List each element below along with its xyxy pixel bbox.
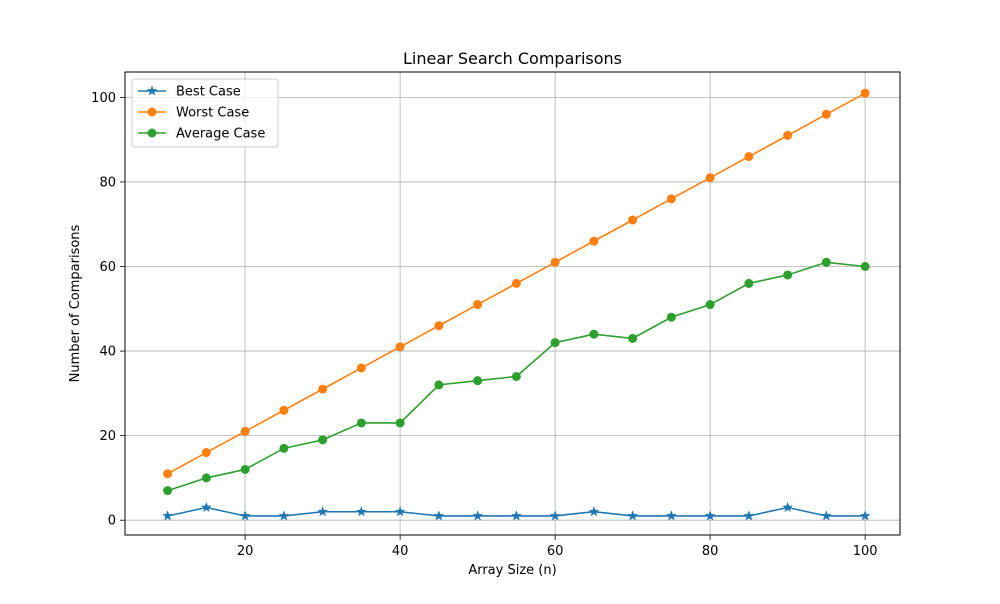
x-tick-label: 60	[547, 544, 564, 559]
data-point-best-case	[782, 501, 794, 513]
data-point-best-case	[588, 505, 600, 517]
data-point-best-case	[627, 510, 639, 521]
data-point-worst-case	[511, 278, 521, 288]
data-point-worst-case	[318, 384, 328, 394]
data-point-average-case	[318, 435, 328, 445]
data-point-average-case	[201, 473, 211, 483]
legend-box	[131, 78, 279, 148]
data-point-worst-case	[356, 363, 366, 373]
data-point-worst-case	[666, 194, 676, 204]
legend-label: Best Case	[176, 85, 241, 100]
data-point-best-case	[704, 510, 716, 521]
legend-marker	[147, 107, 157, 117]
data-point-worst-case	[589, 236, 599, 246]
x-axis-label: Array Size (n)	[468, 563, 556, 578]
x-tick-label: 40	[392, 544, 409, 559]
data-point-average-case	[550, 338, 560, 348]
data-point-worst-case	[705, 173, 715, 183]
x-tick-label: 20	[237, 544, 254, 559]
data-point-worst-case	[395, 342, 405, 352]
data-point-worst-case	[821, 109, 831, 119]
legend-item-best-case: Best Case	[138, 85, 241, 100]
data-point-best-case	[549, 510, 561, 521]
y-tick-label: 100	[91, 91, 116, 106]
data-point-average-case	[279, 443, 289, 453]
data-point-average-case	[666, 312, 676, 322]
data-point-worst-case	[783, 130, 793, 140]
plot-frame	[124, 71, 901, 536]
data-point-average-case	[473, 376, 483, 386]
data-point-average-case	[356, 418, 366, 428]
data-point-average-case	[511, 371, 521, 381]
data-point-worst-case	[860, 88, 870, 98]
y-tick-label: 80	[99, 175, 116, 190]
chart-title: Linear Search Comparisons	[403, 49, 622, 68]
legend-item-worst-case: Worst Case	[138, 106, 249, 121]
data-point-best-case	[743, 510, 755, 521]
legend-marker	[146, 85, 158, 96]
data-point-average-case	[783, 270, 793, 280]
data-point-best-case	[820, 510, 832, 521]
data-point-average-case	[860, 262, 870, 272]
data-point-worst-case	[473, 300, 483, 310]
series-worst-case	[163, 88, 870, 479]
data-point-average-case	[821, 257, 831, 267]
data-point-best-case	[472, 510, 484, 521]
data-point-worst-case	[628, 215, 638, 225]
legend-marker	[147, 128, 157, 138]
data-point-worst-case	[434, 321, 444, 331]
series-best-case	[162, 501, 871, 521]
y-tick-label: 20	[99, 429, 116, 444]
data-point-best-case	[317, 505, 329, 517]
legend: Best Case Worst Case Average Case	[131, 78, 279, 148]
data-point-best-case	[394, 505, 406, 517]
legend-label: Worst Case	[176, 106, 249, 121]
series-layer	[162, 88, 871, 521]
y-tick-label: 40	[99, 345, 116, 360]
data-point-worst-case	[744, 152, 754, 162]
tick-layer: 20 40 60 80 100 0 20 40 60 80 100	[91, 91, 877, 559]
data-point-average-case	[163, 486, 173, 496]
data-point-best-case	[355, 505, 367, 517]
data-point-best-case	[859, 510, 871, 521]
y-tick-label: 0	[108, 514, 116, 529]
series-average-case	[163, 257, 870, 496]
data-point-average-case	[705, 300, 715, 310]
data-point-worst-case	[279, 405, 289, 415]
data-point-best-case	[200, 501, 212, 513]
data-point-average-case	[628, 333, 638, 343]
y-tick-label: 60	[99, 260, 116, 275]
data-point-average-case	[395, 418, 405, 428]
data-point-best-case	[433, 510, 445, 521]
data-point-best-case	[278, 510, 290, 521]
y-axis-label: Number of Comparisons	[68, 224, 83, 382]
data-point-worst-case	[201, 448, 211, 458]
data-point-average-case	[240, 464, 250, 474]
x-tick-label: 80	[702, 544, 719, 559]
data-point-average-case	[589, 329, 599, 339]
x-tick-label: 100	[853, 544, 878, 559]
data-point-average-case	[744, 278, 754, 288]
data-point-best-case	[665, 510, 677, 521]
legend-item-average-case: Average Case	[138, 127, 265, 142]
legend-label: Average Case	[176, 127, 265, 142]
data-point-average-case	[434, 380, 444, 390]
data-point-worst-case	[240, 426, 250, 436]
data-point-best-case	[162, 510, 174, 521]
data-point-worst-case	[163, 469, 173, 479]
data-point-best-case	[239, 510, 251, 521]
data-point-best-case	[510, 510, 522, 521]
data-point-worst-case	[550, 257, 560, 267]
